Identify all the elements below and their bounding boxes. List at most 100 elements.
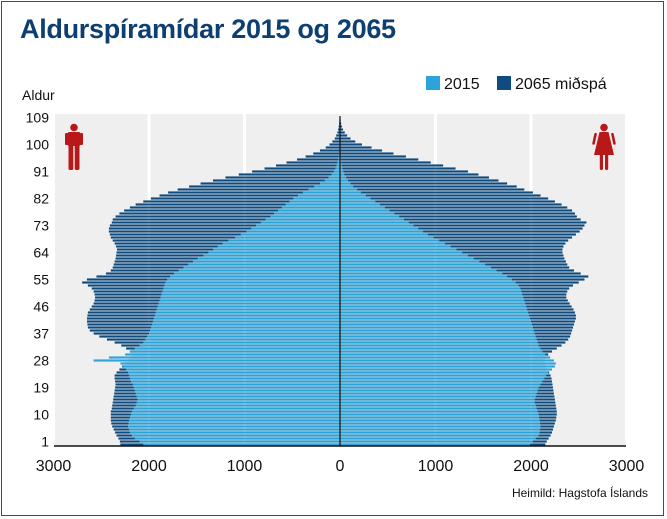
bar-male-2015-age-4 [129,431,340,434]
bar-female-2015-age-57 [340,272,503,275]
y-tick-label: 10 [33,407,49,423]
bar-male-2015-age-59 [183,266,340,269]
bar-female-2015-age-62 [340,257,474,260]
bar-female-2065-age-91 [340,170,468,173]
bar-male-2015-age-14 [136,401,340,404]
bar-male-2015-age-69 [234,236,340,239]
bar-male-2015-age-89 [328,176,340,179]
bar-female-2015-age-23 [340,374,547,377]
bar-female-2015-age-55 [340,278,512,281]
bar-male-2015-age-79 [281,206,340,209]
bar-female-2065-age-103 [340,134,348,137]
bar-female-2015-age-86 [340,185,354,188]
bar-male-2065-age-78 [124,209,340,212]
bar-female-2015-age-40 [340,323,532,326]
bar-male-2065-age-69 [110,236,340,239]
male-figure-icon [65,123,83,170]
bar-female-2015-age-44 [340,311,529,314]
bar-male-2015-age-90 [331,173,340,176]
bar-female-2015-age-19 [340,386,539,389]
bar-male-2015-age-13 [135,404,340,407]
bar-female-2015-age-82 [340,197,371,200]
bar-male-2065-age-75 [112,218,341,221]
bar-male-2015-age-7 [128,422,340,425]
y-axis-ticks: 1 10 19 28 37 46 55 64 73 82 91 100 109 [26,110,50,450]
bar-male-2015-age-33 [139,344,340,347]
bar-male-2015-age-55 [167,278,340,281]
bar-male-2065-age-101 [332,140,340,143]
bar-female-2015-age-14 [340,401,535,404]
bar-male-2015-age-38 [149,329,340,332]
bar-male-2065-age-73 [109,224,340,227]
bar-male-2065-age-68 [112,239,341,242]
bar-male-2015-age-56 [170,275,340,278]
bar-male-2015-age-10 [130,413,340,416]
bar-female-2065-age-67 [340,242,566,245]
bar-male-2015-age-23 [128,374,340,377]
bar-male-2015-age-64 [208,251,340,254]
chart-title: Aldurspíramídar 2015 og 2065 [20,14,396,44]
bar-male-2015-age-74 [260,221,340,224]
bar-female-2015-age-30 [340,353,546,356]
bar-female-2065-age-96 [340,155,406,158]
bar-female-2065-age-92 [340,167,456,170]
bar-male-2015-age-3 [131,434,340,437]
bar-male-2015-age-60 [188,263,340,266]
bar-male-2015-age-17 [135,392,340,395]
bar-female-2065-age-71 [340,230,580,233]
bar-male-2015-age-58 [178,269,340,272]
bar-female-2065-age-88 [340,179,499,182]
bar-female-2015-age-58 [340,269,497,272]
y-tick-label: 73 [33,218,49,234]
bar-female-2015-age-67 [340,242,446,245]
bar-male-2065-age-76 [115,215,340,218]
bar-female-2015-age-16 [340,395,536,398]
bar-female-2015-age-61 [340,260,480,263]
bar-male-2015-age-86 [314,185,340,188]
bar-female-2015-age-21 [340,380,543,383]
y-tick-label: 28 [33,353,49,369]
y-tick-label: 19 [33,380,49,396]
bar-female-2065-age-69 [340,236,573,239]
legend-label-2065: 2065 miðspá [515,76,607,93]
bar-male-2015-age-18 [134,389,340,392]
bar-male-2015-age-19 [133,386,340,389]
bar-female-2015-age-18 [340,389,538,392]
bar-male-2065-age-88 [212,179,340,182]
bar-male-2065-age-83 [159,194,340,197]
bar-female-2015-age-53 [340,284,519,287]
bar-female-2015-age-71 [340,230,424,233]
bar-male-2015-age-76 [270,215,340,218]
bar-female-2015-age-50 [340,293,523,296]
bar-female-2015-age-33 [340,344,539,347]
bar-male-2065-age-90 [238,173,340,176]
x-tick-label: 3000 [609,458,645,475]
bar-female-2065-age-68 [340,239,569,242]
bar-female-2065-age-90 [340,173,479,176]
y-tick-label: 1 [41,434,49,450]
bar-female-2065-age-99 [340,146,372,149]
bar-male-2015-age-88 [324,179,340,182]
bar-female-2015-age-60 [340,263,486,266]
bar-male-2065-age-79 [129,206,340,209]
bar-female-2065-age-73 [340,224,585,227]
bar-male-2015-age-67 [222,242,340,245]
bar-male-2015-age-26 [123,365,340,368]
bar-female-2015-age-74 [340,221,409,224]
bar-male-2015-age-93 [336,164,340,167]
bar-female-2015-age-28 [340,359,554,362]
female-figure-icon [592,123,616,170]
y-tick-label: 37 [33,326,49,342]
y-tick-label: 82 [33,191,49,207]
bar-female-2015-age-26 [340,365,555,368]
bar-male-2015-age-40 [151,323,340,326]
bar-female-2015-age-51 [340,290,522,293]
y-axis-label: Aldur [22,87,55,103]
bar-female-2015-age-13 [340,404,536,407]
legend-label-2015: 2015 [444,76,480,93]
bar-male-2015-age-11 [131,410,340,413]
bar-male-2015-age-63 [203,254,340,257]
y-tick-label: 55 [33,272,49,288]
bar-male-2065-age-80 [135,203,340,206]
bar-female-2065-age-87 [340,182,508,185]
